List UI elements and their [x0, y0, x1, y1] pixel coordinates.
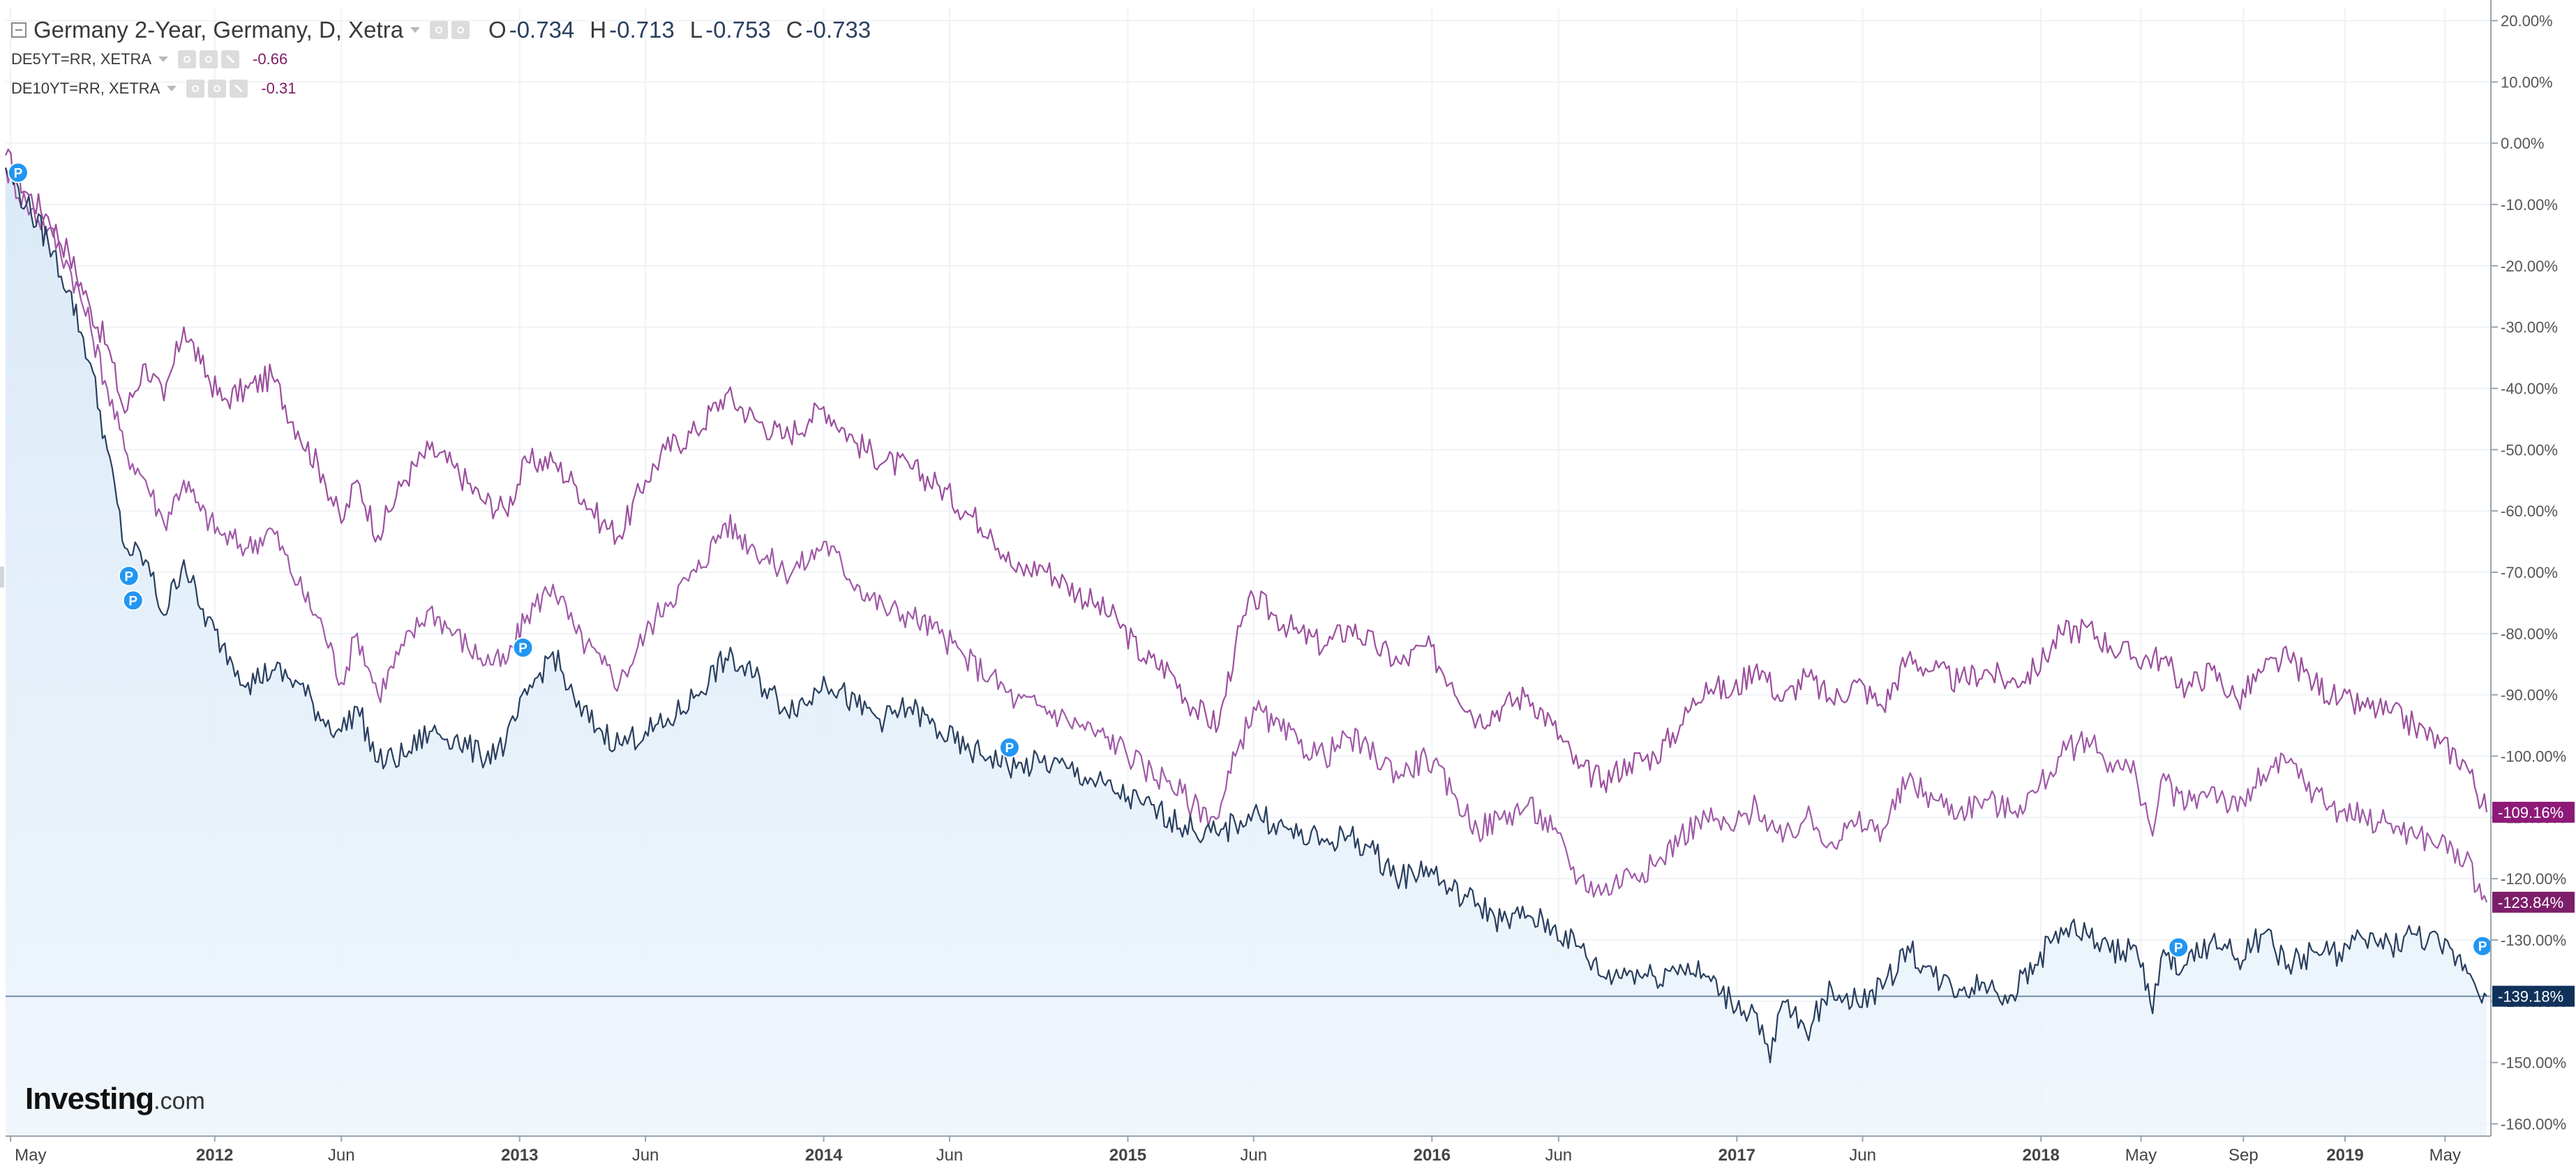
left-scroll-handle[interactable]	[0, 567, 4, 588]
axes	[6, 0, 2498, 1142]
sub1-series-name[interactable]: DE5YT=RR, XETRA	[11, 50, 152, 68]
event-marker-label: P	[2478, 940, 2487, 955]
x-tick-label: 2012	[196, 1146, 233, 1165]
y-tick-label: 10.00%	[2501, 73, 2553, 91]
open-label: O	[488, 17, 507, 43]
x-tick-label: May	[15, 1146, 46, 1165]
settings-icon[interactable]	[430, 21, 449, 39]
low-label: L	[689, 17, 703, 43]
event-marker	[122, 590, 144, 611]
y-tick-label: -100.00%	[2501, 747, 2566, 765]
gear-icon[interactable]	[208, 80, 227, 98]
settings-icon[interactable]	[186, 80, 205, 98]
high-label: H	[590, 17, 607, 43]
x-tick-label: May	[2125, 1146, 2157, 1165]
gear-icon[interactable]	[451, 21, 470, 39]
event-marker	[2472, 935, 2494, 957]
event-marker	[7, 162, 29, 184]
main-series-name[interactable]: Germany 2-Year, Germany, D, Xetra	[33, 17, 404, 43]
de5y-last-value-label: -123.84%	[2498, 894, 2563, 911]
de2y-area	[6, 167, 2487, 1136]
legend-sub2-row: DE10YT=RR, XETRA -0.31	[11, 74, 871, 103]
de5y-last-value-box	[2492, 891, 2575, 913]
x-tick-label: Jun	[1240, 1146, 1267, 1165]
y-tick-label: -60.00%	[2501, 502, 2558, 520]
close-label: C	[786, 17, 803, 43]
event-marker-label: P	[14, 166, 23, 181]
chevron-down-icon[interactable]	[167, 86, 177, 91]
y-axis-labels: 20.00% 10.00% 0.00% -10.00% -20.00% -30.00% -4…	[2501, 13, 2566, 1133]
event-marker-label: P	[2174, 941, 2183, 955]
x-tick-label: 2018	[2022, 1146, 2059, 1165]
last-value-labels: -109.16% -123.84% -139.18%	[2492, 801, 2575, 1007]
high-value: -0.713	[609, 17, 675, 43]
x-tick-label: 2017	[1718, 1146, 1755, 1165]
y-tick-label: 20.00%	[2501, 13, 2553, 30]
x-tick-label: 2019	[2326, 1146, 2363, 1165]
y-tick-label: -40.00%	[2501, 380, 2558, 398]
de2y-series-line	[4, 167, 2487, 1064]
de10y-series-line	[4, 148, 2488, 813]
y-tick-label: -50.00%	[2501, 441, 2558, 458]
x-tick-label: 2013	[501, 1146, 538, 1165]
x-axis-labels: May 2012 Jun 2013 Jun 2014 Jun 2015 Jun 2016 Jun 20…	[15, 1146, 2461, 1165]
event-marker-label: P	[124, 569, 133, 584]
event-marker	[118, 565, 140, 587]
sub2-value: -0.31	[261, 80, 297, 97]
legend-sub1-row: DE5YT=RR, XETRA -0.66	[11, 45, 871, 74]
x-tick-label: 2014	[805, 1146, 843, 1165]
event-marker-label: P	[1005, 741, 1014, 756]
sub2-series-name[interactable]: DE10YT=RR, XETRA	[11, 80, 160, 97]
event-marker	[2168, 937, 2189, 958]
y-tick-label: 0.00%	[2501, 135, 2544, 152]
x-tick-label: Jun	[632, 1146, 659, 1165]
collapse-icon[interactable]	[11, 22, 27, 38]
de2y-last-value-label: -139.18%	[2498, 988, 2563, 1006]
y-tick-label: -90.00%	[2501, 687, 2558, 704]
de5y-series-line	[4, 167, 2488, 903]
event-marker-label: P	[128, 594, 137, 609]
legend-main-row: Germany 2-Year, Germany, D, Xetra O -0.7…	[11, 15, 871, 45]
chevron-down-icon[interactable]	[158, 57, 169, 62]
x-tick-label: Jun	[328, 1146, 355, 1165]
open-value: -0.734	[509, 17, 575, 43]
settings-icon[interactable]	[178, 50, 197, 68]
x-tick-label: Jun	[936, 1146, 964, 1165]
x-tick-label: 2015	[1109, 1146, 1146, 1165]
investing-logo: Investing.com	[25, 1082, 205, 1116]
de10y-last-value-label: -109.16%	[2498, 804, 2563, 821]
series-lines	[4, 148, 2491, 1064]
y-tick-label: -160.00%	[2501, 1115, 2566, 1133]
y-tick-label: -70.00%	[2501, 564, 2558, 581]
y-tick-label: -120.00%	[2501, 870, 2566, 888]
event-marker-label: P	[518, 641, 527, 656]
y-tick-label: -130.00%	[2501, 932, 2566, 949]
gear-icon[interactable]	[200, 50, 218, 68]
event-marker	[998, 737, 1020, 759]
event-marker	[512, 637, 534, 659]
chevron-down-icon[interactable]	[410, 27, 421, 33]
x-tick-label: May	[2429, 1146, 2461, 1165]
low-value: -0.753	[705, 17, 771, 43]
close-icon[interactable]	[221, 50, 240, 68]
de2y-last-value-box	[2492, 985, 2575, 1007]
y-tick-label: -80.00%	[2501, 625, 2558, 643]
y-tick-label: -150.00%	[2501, 1054, 2566, 1072]
sub1-value: -0.66	[253, 50, 288, 68]
y-tick-label: -10.00%	[2501, 196, 2558, 214]
close-icon[interactable]	[230, 80, 248, 98]
close-value: -0.733	[805, 17, 871, 43]
y-tick-label: -30.00%	[2501, 319, 2558, 336]
x-tick-label: Jun	[1849, 1146, 1876, 1165]
x-tick-label: Jun	[1545, 1146, 1572, 1165]
de10y-last-value-box	[2492, 801, 2575, 823]
legend: Germany 2-Year, Germany, D, Xetra O -0.7…	[11, 15, 871, 103]
de2y-area-fill	[6, 167, 2487, 1136]
x-tick-label: 2016	[1414, 1146, 1451, 1165]
x-tick-label: Sep	[2229, 1146, 2259, 1165]
y-tick-label: -20.00%	[2501, 258, 2558, 275]
